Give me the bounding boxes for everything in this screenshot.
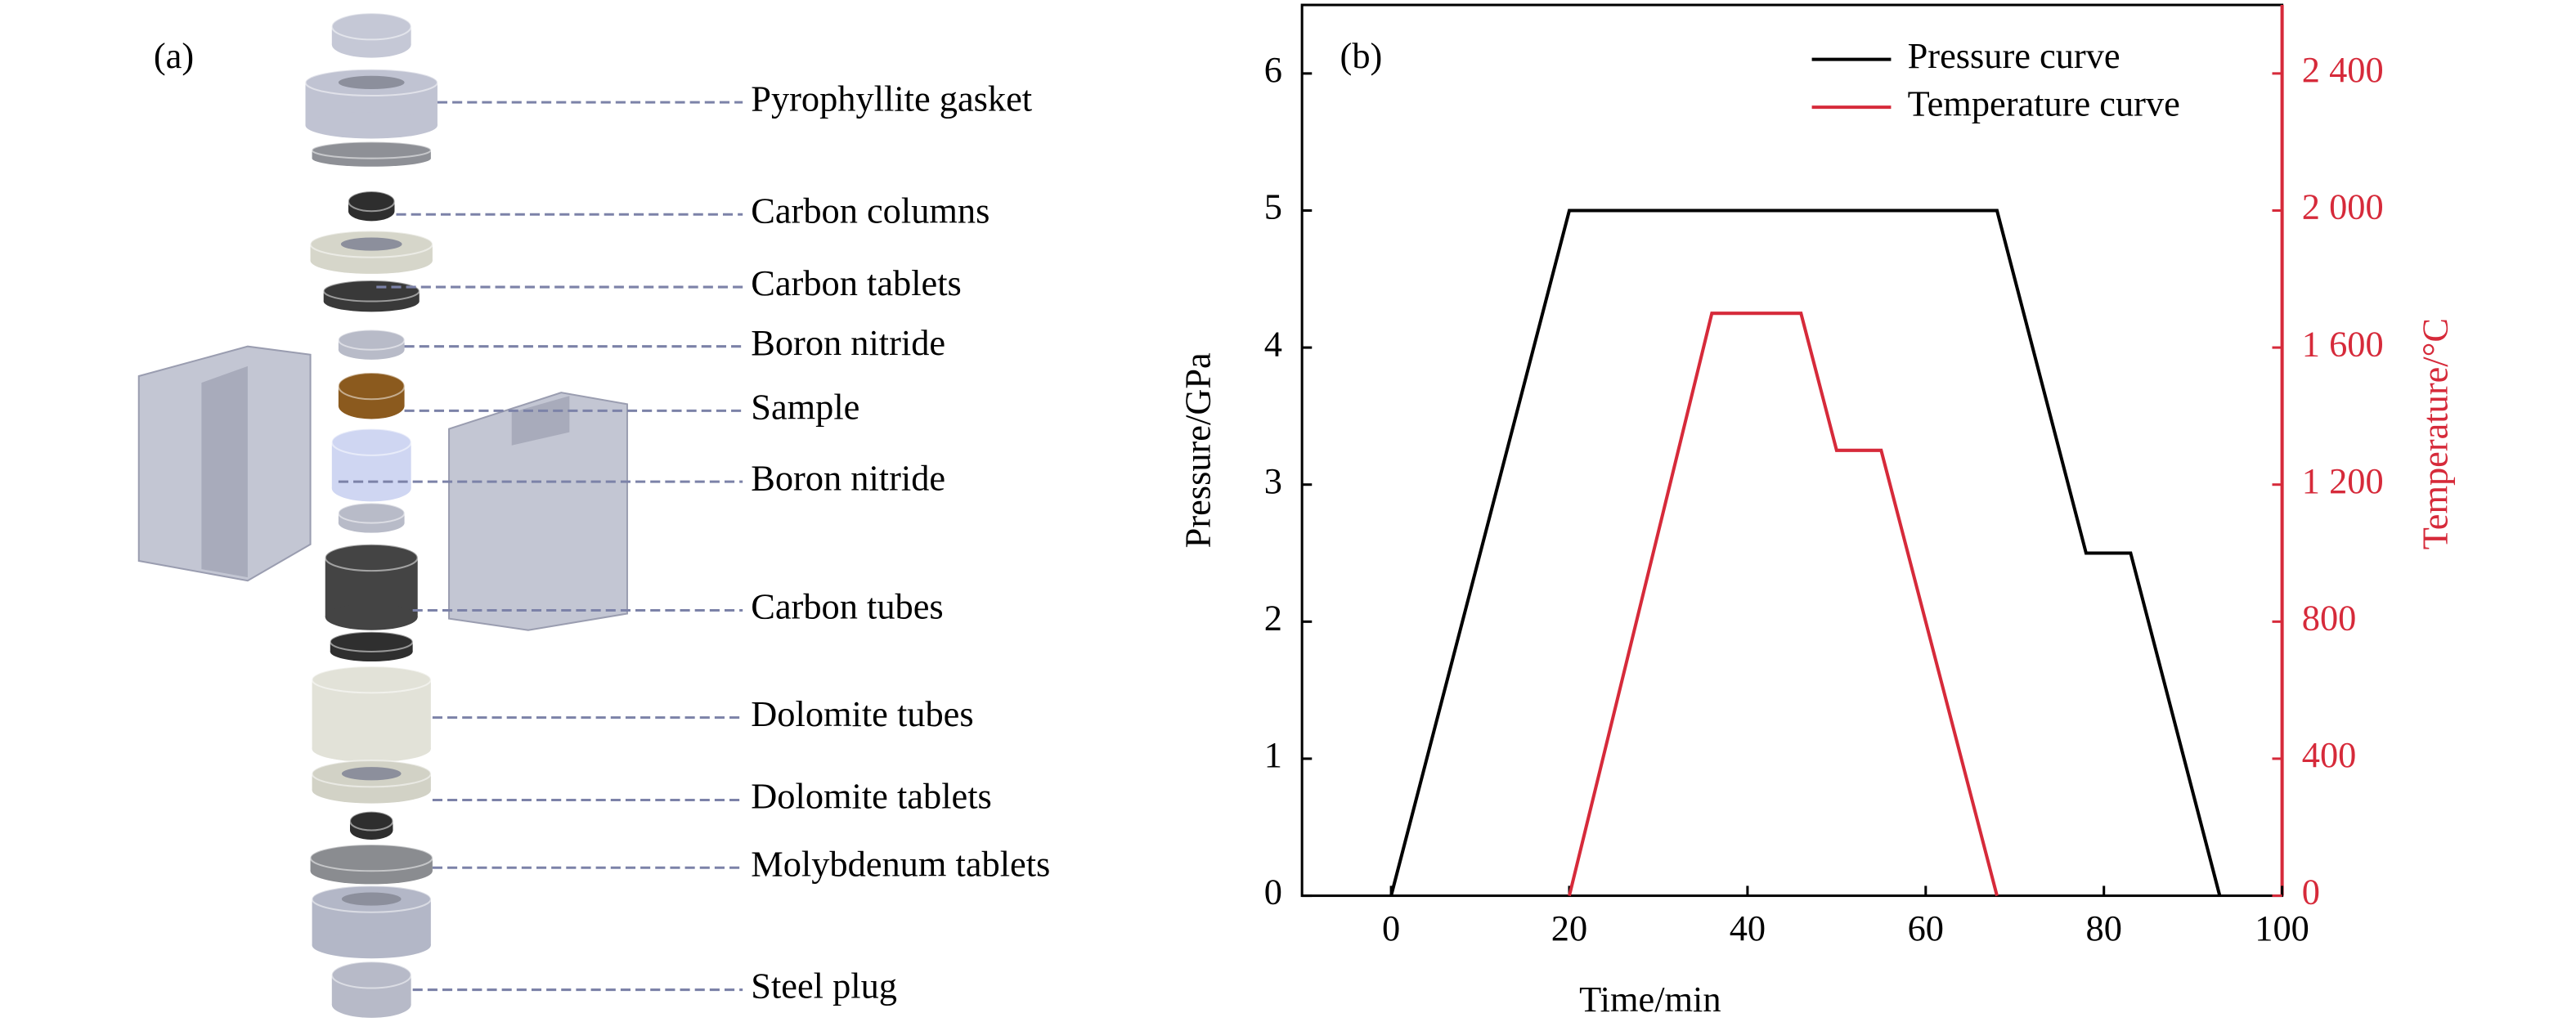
part-top [311, 666, 432, 694]
side-block-face [201, 365, 248, 578]
y2-axis-label: Temperature/°C [2414, 318, 2455, 549]
part-hole [341, 767, 402, 781]
part-label: Dolomite tablets [751, 776, 992, 817]
y-tick-label: 0 [1264, 872, 1282, 912]
x-tick-label: 20 [1551, 908, 1587, 948]
y-tick-label: 6 [1264, 49, 1282, 90]
y2-tick-label: 1 600 [2302, 323, 2384, 364]
part-top [311, 141, 432, 159]
part-label: Boron nitride [751, 322, 945, 363]
part-top [330, 12, 412, 41]
part-bottom [325, 603, 418, 630]
part-top [330, 961, 412, 989]
part-bottom [312, 735, 431, 763]
part-hole [341, 892, 402, 906]
part-bottom [331, 991, 411, 1018]
part-hole [338, 75, 405, 89]
panel-label: (b) [1340, 35, 1383, 76]
part-top [348, 810, 394, 832]
part-top [337, 371, 406, 401]
x-tick-label: 60 [1908, 908, 1944, 948]
y2-tick-label: 0 [2302, 872, 2320, 912]
part-bottom [305, 112, 438, 139]
part-top [330, 428, 412, 456]
y-tick-label: 1 [1264, 734, 1282, 775]
part-bottom [312, 931, 431, 959]
part-top [324, 543, 419, 572]
part-label: Boron nitride [751, 457, 945, 498]
panel-label: (a) [154, 35, 194, 76]
y-tick-label: 4 [1264, 323, 1282, 364]
exploded-assembly [137, 12, 628, 1018]
x-axis-label: Time/min [1579, 979, 1721, 1020]
y-tick-label: 2 [1264, 598, 1282, 639]
part-label: Steel plug [751, 966, 897, 1006]
part-hole [340, 237, 402, 251]
side-block-face [511, 396, 570, 446]
x-tick-label: 40 [1730, 908, 1766, 948]
y-axis-label: Pressure/GPa [1177, 352, 1218, 548]
part-top [337, 329, 406, 351]
part-label: Carbon columns [751, 190, 990, 231]
part-label: Pyrophyllite gasket [751, 78, 1033, 119]
part-top [309, 844, 433, 872]
x-tick-label: 0 [1382, 908, 1400, 948]
part-top [347, 191, 396, 213]
y2-tick-label: 2 400 [2302, 49, 2384, 90]
part-label: Carbon tubes [751, 586, 943, 627]
part-top [322, 279, 420, 303]
part-top [329, 630, 414, 652]
series-line [1389, 208, 2222, 897]
legend-label: Pressure curve [1908, 35, 2120, 76]
part-label: Molybdenum tablets [751, 843, 1050, 884]
part-label: Carbon tablets [751, 262, 962, 303]
y-tick-label: 3 [1264, 460, 1282, 501]
y2-tick-label: 400 [2302, 734, 2357, 775]
part-top [337, 502, 406, 524]
y2-tick-label: 2 000 [2302, 186, 2384, 227]
legend-label: Temperature curve [1908, 83, 2180, 123]
part-label: Sample [751, 387, 859, 428]
part-bottom [338, 392, 405, 419]
plot-frame [1300, 3, 2284, 898]
series-line [1568, 312, 1999, 897]
part-bottom [331, 475, 411, 502]
x-tick-label: 100 [2255, 908, 2309, 948]
y2-tick-label: 800 [2302, 598, 2357, 639]
y-tick-label: 5 [1264, 186, 1282, 227]
side-block [448, 392, 628, 631]
y2-tick-label: 1 200 [2302, 460, 2384, 501]
x-tick-label: 80 [2086, 908, 2122, 948]
part-label: Dolomite tubes [751, 693, 973, 734]
